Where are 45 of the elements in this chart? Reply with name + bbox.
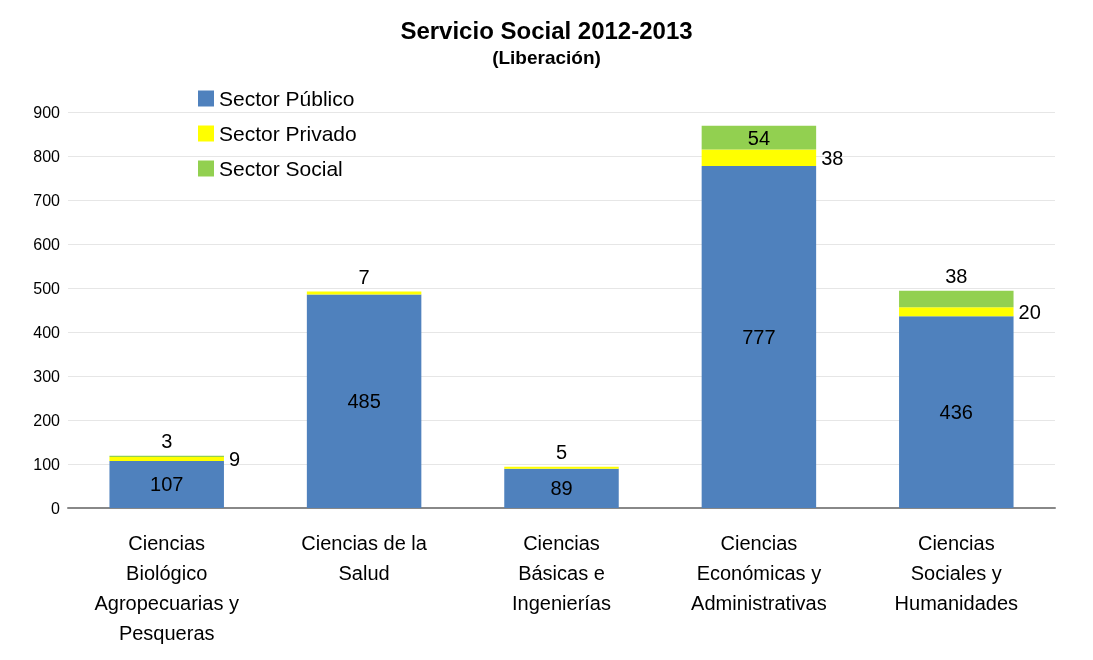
- legend-label: Sector Privado: [219, 122, 357, 145]
- bar: [504, 468, 619, 508]
- data-label: 38: [821, 146, 844, 169]
- data-label: 777: [742, 326, 776, 349]
- x-tick-label: Ciencias Básicas e Ingenierías: [512, 532, 611, 614]
- x-tick-label: Ciencias Sociales y Humanidades: [894, 532, 1019, 614]
- bar: [899, 316, 1014, 508]
- bar: [504, 466, 619, 469]
- chart-subtitle: (Liberación): [492, 47, 601, 68]
- y-tick-label: 500: [33, 279, 61, 297]
- bar: [701, 149, 817, 167]
- bar: [306, 291, 422, 295]
- bar: [306, 294, 422, 508]
- bar: [899, 307, 1014, 317]
- y-tick-label: 200: [33, 411, 61, 429]
- bar: [701, 166, 817, 508]
- y-tick-label: 700: [33, 191, 61, 209]
- y-tick-label: 800: [33, 147, 61, 165]
- y-tick-label: 300: [33, 367, 61, 385]
- y-tick-label: 900: [33, 103, 61, 121]
- y-tick-label: 0: [51, 499, 61, 517]
- y-tick-label: 600: [33, 235, 61, 253]
- data-label: 485: [347, 390, 381, 413]
- bar: [899, 290, 1014, 308]
- x-tick-label: Ciencias Económicas y Administrativas: [691, 532, 827, 614]
- data-label: 20: [1018, 300, 1041, 323]
- legend-label: Sector Social: [219, 157, 343, 180]
- data-label: 9: [228, 447, 241, 470]
- chart-title: Servicio Social 2012-2013: [400, 16, 693, 44]
- data-label: 107: [150, 473, 184, 496]
- data-label: 54: [747, 126, 771, 149]
- y-tick-label: 400: [33, 323, 61, 341]
- x-tick-label: Ciencias de la Salud: [301, 532, 428, 584]
- legend-label: Sector Público: [219, 87, 355, 110]
- data-label: 3: [161, 429, 173, 452]
- bar: [109, 456, 224, 461]
- x-tick-label: Ciencias Biológico Agropecuarias y Pesqueras: [94, 532, 239, 644]
- data-label: 436: [939, 401, 973, 424]
- data-label: 38: [945, 264, 968, 287]
- bar: [701, 125, 817, 150]
- data-label: 7: [358, 265, 370, 288]
- data-label: 5: [555, 440, 568, 463]
- y-tick-label: 100: [33, 455, 61, 473]
- bar: [109, 460, 224, 508]
- data-label: 89: [550, 477, 573, 500]
